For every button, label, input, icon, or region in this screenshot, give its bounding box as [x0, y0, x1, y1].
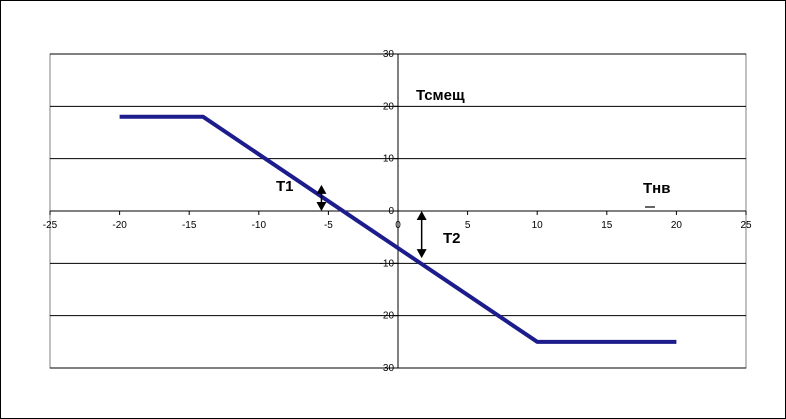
t2-label: T2 — [443, 230, 461, 247]
t1-arrow — [316, 184, 327, 211]
y-tick-label: 30 — [383, 49, 395, 60]
x-tick-label: -20 — [112, 220, 127, 231]
series-line — [119, 114, 677, 344]
x-axis-name-label: Тнв — [643, 180, 670, 197]
y-tick-label: -20 — [380, 311, 395, 322]
t1-label: T1 — [276, 178, 294, 195]
x-tick-label: 5 — [465, 220, 471, 231]
x-tick-label: -15 — [182, 220, 197, 231]
x-tick-label: -25 — [43, 220, 58, 231]
axes — [49, 53, 747, 369]
x-tick-label: 0 — [395, 220, 401, 231]
x-tick-label: 20 — [671, 220, 683, 231]
x-tick-label: -5 — [324, 220, 333, 231]
y-tick-label: 20 — [383, 101, 395, 112]
x-tick-label: -10 — [252, 220, 267, 231]
y-axis-name-label: Тсмещ — [416, 87, 465, 104]
x-tick-label: 15 — [601, 220, 613, 231]
x-tick-label: 25 — [740, 220, 752, 231]
series — [119, 114, 677, 344]
y-tick-label: 0 — [388, 206, 394, 217]
y-tick-label: -10 — [380, 258, 395, 269]
annotation-arrows — [316, 184, 427, 259]
tick-labels: -25 -20 -15 -10 -5 0 5 10 15 20 25 -30 -20 -10 0 10 20 30 — [43, 49, 752, 374]
y-tick-label: 10 — [383, 154, 395, 165]
x-tick-label: 10 — [532, 220, 544, 231]
y-tick-label: -30 — [380, 363, 395, 374]
t2-arrow — [416, 211, 427, 259]
